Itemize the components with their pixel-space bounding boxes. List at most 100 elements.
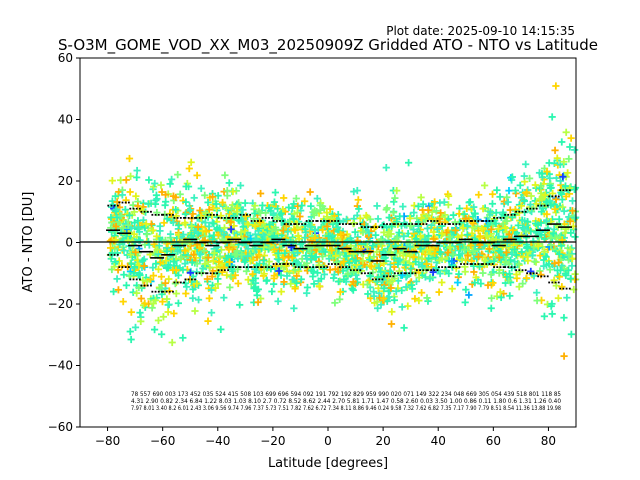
data-point: [436, 269, 444, 278]
bin-std-dot: [480, 220, 483, 222]
data-point: [270, 245, 279, 253]
bin-std-dot: [474, 220, 477, 222]
data-point: [478, 224, 486, 233]
data-point: [487, 225, 495, 233]
data-point: [507, 234, 515, 242]
data-point: [349, 286, 357, 294]
data-point: [151, 296, 160, 304]
bin-std-dot: [419, 269, 421, 272]
data-point: [380, 271, 389, 279]
data-point: [124, 236, 132, 245]
data-point: [404, 302, 412, 310]
data-point: [377, 268, 385, 276]
bin-std-dot: [338, 223, 341, 225]
bin-std-dot: [471, 220, 473, 222]
bin-std-dot: [392, 275, 395, 278]
data-point: [310, 280, 318, 288]
data-point: [513, 252, 522, 260]
bin-std-dot: [129, 207, 132, 210]
bin-std-dot: [151, 213, 154, 216]
data-point: [259, 232, 267, 240]
data-point: [163, 247, 171, 255]
data-point: [525, 174, 534, 183]
data-point: [533, 296, 541, 305]
data-point: [359, 228, 367, 236]
bin-std-dot: [438, 223, 440, 225]
data-point: [394, 260, 402, 268]
data-point: [495, 253, 503, 262]
data-point: [546, 184, 555, 192]
y-tick-label: −40: [48, 359, 73, 373]
bin-std-dot: [275, 263, 278, 265]
data-point: [417, 289, 426, 297]
data-point: [445, 233, 453, 241]
data-point: [340, 275, 348, 284]
data-point: [493, 292, 501, 300]
data-point: [520, 172, 528, 180]
data-point: [244, 221, 252, 229]
data-point: [290, 304, 298, 312]
data-point: [386, 260, 395, 269]
data-point: [479, 205, 487, 213]
bin-std-dot: [190, 217, 193, 219]
data-point: [409, 225, 418, 234]
data-point: [511, 186, 520, 195]
bin-std-dot: [359, 223, 362, 225]
bin-std-dot: [331, 220, 333, 222]
data-point: [562, 192, 570, 201]
bin-std-dot: [559, 189, 562, 192]
data-point: [280, 194, 288, 202]
data-point: [291, 226, 299, 234]
bin-std-dot: [294, 266, 297, 268]
data-point: [402, 283, 410, 291]
data-point: [210, 220, 218, 228]
bin-std-dot: [543, 204, 546, 207]
data-point: [568, 207, 577, 215]
data-point: [543, 210, 551, 218]
data-point: [193, 279, 201, 288]
data-point: [543, 217, 551, 225]
data-point: [187, 221, 195, 229]
data-point: [492, 219, 500, 228]
data-point: [294, 232, 302, 240]
data-point: [185, 164, 193, 173]
bin-std-dot: [381, 226, 384, 229]
bin-std-dot: [319, 266, 322, 268]
data-point: [502, 248, 511, 257]
bin-std-dot: [485, 263, 488, 265]
data-point: [399, 202, 407, 211]
data-point: [449, 211, 457, 219]
bin-std-dot: [235, 217, 237, 219]
data-point: [391, 194, 399, 202]
data-point: [423, 260, 431, 268]
data-point: [134, 223, 142, 231]
bin-std-dot: [436, 220, 439, 222]
data-point: [356, 214, 364, 222]
data-point: [173, 217, 181, 226]
data-point: [144, 200, 152, 208]
data-point: [548, 113, 556, 121]
data-point: [424, 206, 432, 214]
data-point: [131, 248, 140, 256]
data-point: [522, 160, 530, 168]
bin-std-dot: [272, 263, 275, 265]
data-point: [225, 245, 233, 254]
bin-std-dot: [161, 213, 163, 216]
bin-std-dot: [430, 269, 433, 272]
data-point: [481, 181, 489, 190]
bin-std-dot: [367, 272, 370, 275]
bin-std-dot: [507, 266, 510, 268]
data-point: [330, 270, 339, 279]
data-point: [516, 237, 524, 245]
data-point: [524, 244, 532, 252]
data-point: [136, 309, 144, 317]
data-point: [142, 220, 150, 228]
data-point: [462, 286, 470, 294]
data-point: [169, 218, 177, 227]
bin-std-dot: [113, 253, 116, 256]
data-point: [255, 207, 263, 215]
data-point: [214, 192, 222, 200]
bin-std-dot: [469, 220, 472, 222]
data-point: [182, 182, 190, 191]
data-point: [550, 276, 558, 284]
